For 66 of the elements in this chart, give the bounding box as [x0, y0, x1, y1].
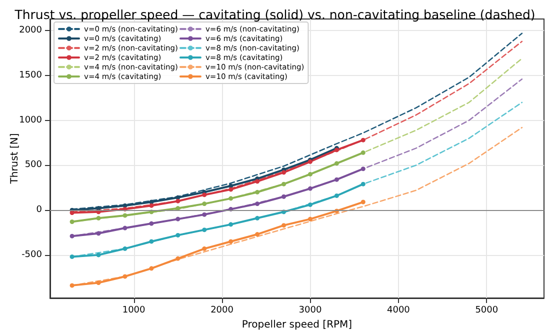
point [96, 252, 101, 258]
y-tick-label: 0 [36, 205, 42, 216]
point [96, 231, 101, 236]
point [334, 161, 339, 166]
point [255, 232, 260, 237]
x-tick-label: 3000 [298, 306, 322, 316]
point [255, 202, 260, 206]
point [228, 239, 234, 244]
point [70, 283, 74, 288]
x-tick-label: 2000 [210, 306, 234, 316]
point [176, 216, 180, 222]
y-axis-title: Thrust [N] [10, 133, 20, 185]
point [202, 212, 207, 217]
point [282, 194, 286, 199]
point [202, 228, 207, 232]
point [228, 184, 234, 188]
y-tick-label: 500 [24, 160, 42, 170]
point [149, 239, 154, 244]
point [149, 203, 154, 208]
point [308, 216, 312, 222]
point [70, 219, 74, 224]
y-tick-label: -500 [22, 250, 42, 260]
point [282, 223, 286, 228]
point [202, 192, 207, 198]
x-axis-title: Propeller speed [RPM] [242, 319, 352, 330]
point [228, 196, 234, 201]
y-tick-label: 1000 [19, 115, 42, 126]
point [360, 166, 366, 172]
point [308, 172, 312, 176]
point [282, 182, 286, 186]
point [282, 170, 286, 175]
point [334, 193, 339, 198]
point [122, 274, 128, 279]
point [255, 179, 260, 184]
point [70, 234, 74, 238]
point [360, 150, 366, 155]
point [70, 254, 74, 259]
point [334, 177, 339, 182]
point [70, 210, 74, 216]
point [360, 200, 366, 204]
point [149, 221, 154, 226]
y-tick-label: 1500 [19, 70, 42, 81]
point [176, 198, 180, 204]
point [122, 246, 128, 251]
point [308, 186, 312, 191]
chart-title: Thrust vs. propeller speed — cavitating (solid) vs. non-cavitating baseline (dashed) [14, 7, 536, 22]
point [96, 216, 101, 220]
point [202, 246, 207, 251]
point [308, 202, 312, 207]
point [255, 216, 260, 220]
point [228, 222, 234, 227]
y-tick-label: 2000 [19, 26, 42, 36]
point [255, 190, 260, 194]
x-tick-label: 4000 [386, 306, 410, 316]
point [176, 232, 180, 238]
point [122, 213, 128, 218]
point [202, 202, 207, 206]
point [360, 182, 366, 186]
point [122, 226, 128, 230]
point [149, 266, 154, 271]
x-tick-label: 1000 [122, 306, 146, 316]
point [96, 280, 101, 285]
x-tick-label: 5000 [475, 306, 498, 316]
point [228, 187, 234, 192]
point [176, 256, 180, 261]
point [360, 138, 366, 142]
